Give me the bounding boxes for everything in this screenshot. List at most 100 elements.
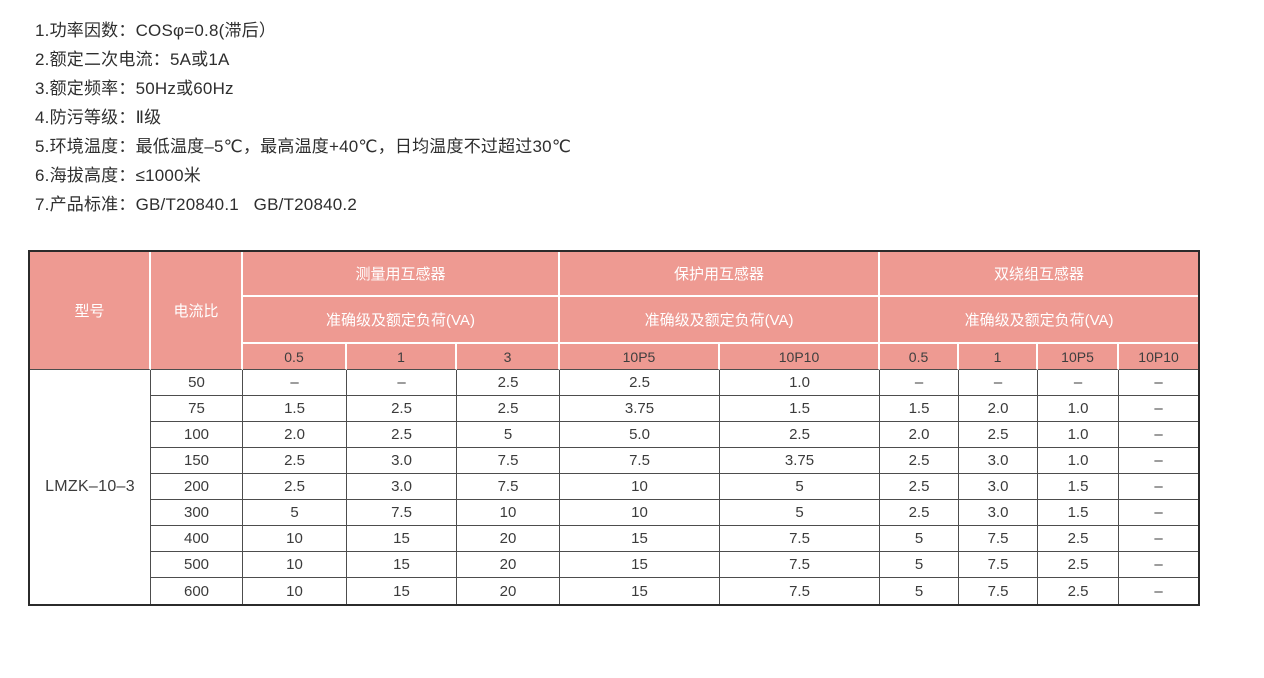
table-row: 500 10 15 20 15 7.5 5 7.5 2.5 – [30, 552, 1199, 578]
col-header-measuring-1: 1 [347, 344, 457, 370]
data-cell: 15 [560, 578, 720, 604]
group-header-protection-transformer: 保护用互感器 [560, 252, 881, 297]
data-cell: – [959, 370, 1039, 396]
data-cell: – [1119, 396, 1199, 422]
data-cell: 2.0 [880, 422, 960, 448]
data-cell: 2.0 [959, 396, 1039, 422]
spec-item-pollution-class: 4.防污等级：Ⅱ级 [35, 108, 162, 127]
data-cell: 2.5 [243, 448, 347, 474]
data-cell: 5 [457, 422, 560, 448]
data-cell: – [1119, 578, 1199, 604]
data-cell: – [1119, 526, 1199, 552]
data-cell: 5 [880, 578, 960, 604]
header-row-subtitles: 准确级及额定负荷(VA) 准确级及额定负荷(VA) 准确级及额定负荷(VA) [30, 297, 1199, 344]
ratio-cell: 300 [151, 500, 243, 526]
data-cell: 2.5 [720, 422, 881, 448]
data-cell: 2.5 [560, 370, 720, 396]
data-cell: 7.5 [347, 500, 457, 526]
data-cell: 2.5 [347, 422, 457, 448]
ratio-cell: 600 [151, 578, 243, 604]
data-cell: 7.5 [959, 526, 1039, 552]
spec-item-power-factor: 1.功率因数：COSφ=0.8(滞后） [35, 21, 277, 40]
data-cell: – [1038, 370, 1120, 396]
data-cell: 1.5 [1038, 500, 1120, 526]
table-row: LMZK–10–3 50 – – 2.5 2.5 1.0 – – – – [30, 370, 1199, 604]
table-row: 200 2.5 3.0 7.5 10 5 2.5 3.0 1.5 – [30, 474, 1199, 500]
subheader-accuracy-burden-dual-winding: 准确级及额定负荷(VA) [880, 297, 1199, 344]
data-cell: 15 [347, 578, 457, 604]
col-header-measuring-3: 3 [457, 344, 560, 370]
data-cell: 2.5 [880, 474, 960, 500]
data-cell: 10 [243, 526, 347, 552]
data-cell: 3.0 [959, 448, 1039, 474]
data-cell: 2.5 [880, 448, 960, 474]
data-cell: 1.0 [1038, 422, 1120, 448]
data-cell: 5 [720, 500, 881, 526]
data-cell: 7.5 [457, 448, 560, 474]
data-cell: 20 [457, 578, 560, 604]
data-cell: 3.0 [347, 474, 457, 500]
spec-item-altitude: 6.海拔高度：≤1000米 [35, 166, 201, 185]
data-cell: 10 [243, 578, 347, 604]
data-cell: 10 [457, 500, 560, 526]
data-cell: 1.0 [1038, 448, 1120, 474]
data-cell: 1.5 [720, 396, 881, 422]
data-cell: 1.0 [1038, 396, 1120, 422]
ratings-table: 型号 电流比 测量用互感器 保护用互感器 双绕组互感器 准确级及额定负荷(VA)… [28, 250, 1201, 606]
data-cell: 5.0 [560, 422, 720, 448]
data-cell: 10 [243, 552, 347, 578]
model-value-cell: LMZK–10–3 [30, 370, 151, 604]
header-current-ratio: 电流比 [151, 252, 243, 370]
data-cell: 2.5 [959, 422, 1039, 448]
spec-item-secondary-current: 2.额定二次电流：5A或1A [35, 50, 230, 69]
data-cell: 2.5 [1038, 552, 1120, 578]
data-cell: 2.0 [243, 422, 347, 448]
data-cell: 20 [457, 526, 560, 552]
table-row: 100 2.0 2.5 5 5.0 2.5 2.0 2.5 1.0 – [30, 422, 1199, 448]
col-header-protection-10p5: 10P5 [560, 344, 720, 370]
table-row: 75 1.5 2.5 2.5 3.75 1.5 1.5 2.0 1.0 – [30, 396, 1199, 422]
data-cell: 15 [560, 526, 720, 552]
data-cell: 2.5 [457, 396, 560, 422]
data-cell: 3.0 [959, 500, 1039, 526]
data-cell: 2.5 [457, 370, 560, 396]
ratio-cell: 50 [151, 370, 243, 396]
data-cell: 1.5 [243, 396, 347, 422]
data-cell: 15 [560, 552, 720, 578]
ratio-cell: 75 [151, 396, 243, 422]
data-cell: 5 [720, 474, 881, 500]
data-cell: 3.75 [560, 396, 720, 422]
ratio-cell: 500 [151, 552, 243, 578]
ratio-cell: 150 [151, 448, 243, 474]
table-row: 600 10 15 20 15 7.5 5 7.5 2.5 – [30, 578, 1199, 604]
data-cell: 20 [457, 552, 560, 578]
table-row: 150 2.5 3.0 7.5 7.5 3.75 2.5 3.0 1.0 – [30, 448, 1199, 474]
data-cell: 5 [880, 552, 960, 578]
data-cell: – [1119, 552, 1199, 578]
data-cell: 5 [243, 500, 347, 526]
data-cell: – [347, 370, 457, 396]
data-cell: 1.5 [880, 396, 960, 422]
data-cell: 7.5 [959, 578, 1039, 604]
data-cell: 2.5 [1038, 578, 1120, 604]
col-header-dual-10p5: 10P5 [1038, 344, 1120, 370]
data-cell: – [880, 370, 960, 396]
data-cell: 3.0 [959, 474, 1039, 500]
data-cell: 7.5 [720, 526, 881, 552]
data-cell: 5 [880, 526, 960, 552]
data-cell: 2.5 [1038, 526, 1120, 552]
data-cell: – [1119, 370, 1199, 396]
table-row: 400 10 15 20 15 7.5 5 7.5 2.5 – [30, 526, 1199, 552]
ratio-cell: 400 [151, 526, 243, 552]
header-model: 型号 [30, 252, 151, 370]
col-header-dual-10p10: 10P10 [1119, 344, 1199, 370]
data-cell: 7.5 [720, 552, 881, 578]
data-cell: 2.5 [880, 500, 960, 526]
data-cell: – [1119, 474, 1199, 500]
data-cell: 7.5 [560, 448, 720, 474]
header-row-groups: 型号 电流比 测量用互感器 保护用互感器 双绕组互感器 [30, 252, 1199, 370]
spec-item-product-standard: 7.产品标准：GB/T20840.1 GB/T20840.2 [35, 195, 357, 214]
ratio-cell: 100 [151, 422, 243, 448]
col-header-dual-1: 1 [959, 344, 1039, 370]
